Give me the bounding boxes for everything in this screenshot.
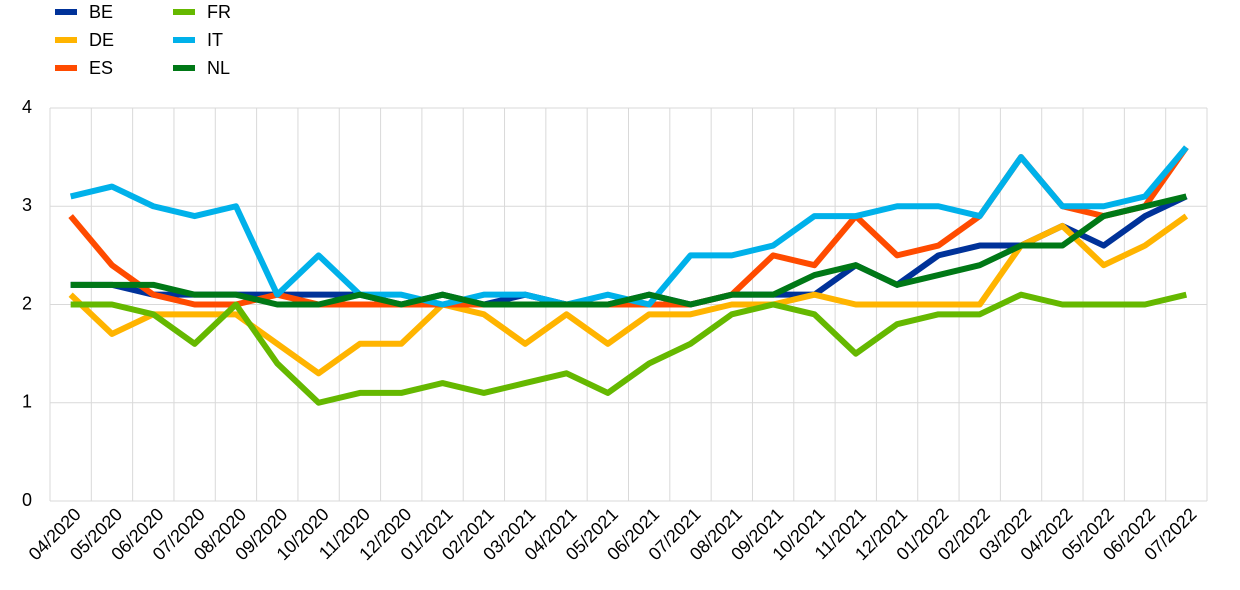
series-line	[70, 291, 1188, 406]
legend-label: NL	[207, 58, 230, 78]
legend-label: BE	[89, 2, 113, 22]
y-tick-label: 1	[22, 392, 32, 412]
y-tick-label: 3	[22, 195, 32, 215]
legend-label: ES	[89, 58, 113, 78]
y-tick-label: 0	[22, 490, 32, 510]
legend-label: IT	[207, 30, 223, 50]
y-tick-label: 2	[22, 293, 32, 313]
legend-label: DE	[89, 30, 114, 50]
legend-label: FR	[207, 2, 231, 22]
y-tick-label: 4	[22, 97, 32, 117]
series-line	[70, 193, 1188, 308]
